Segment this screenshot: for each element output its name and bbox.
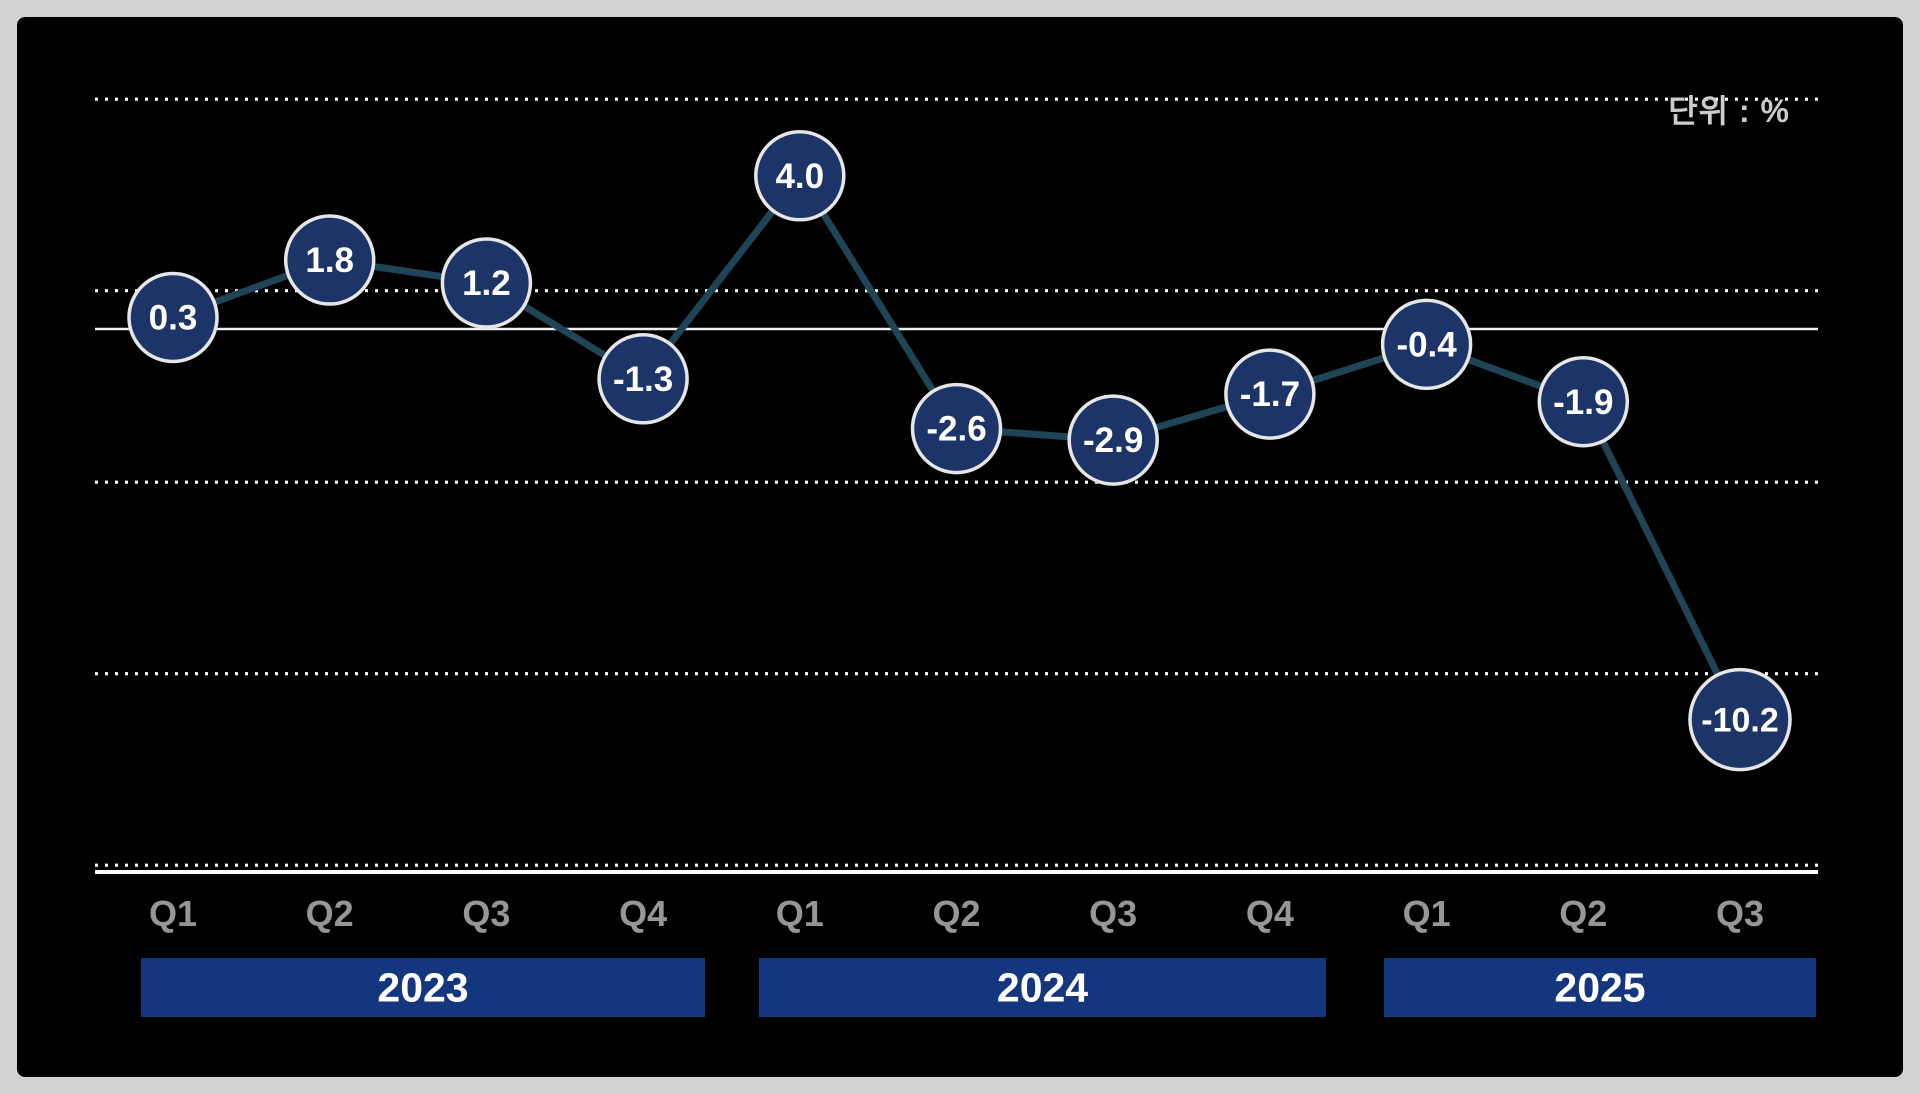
x-tick-label-7: Q4 — [1246, 893, 1294, 934]
year-band-2025 — [1384, 958, 1816, 1017]
data-point-value-label: -1.7 — [1240, 375, 1300, 414]
year-band-2024 — [759, 958, 1326, 1017]
data-point-7 — [1224, 348, 1316, 440]
x-tick-label-10: Q3 — [1716, 893, 1764, 934]
x-tick-label-9: Q2 — [1559, 893, 1607, 934]
data-point-value-label: -2.9 — [1083, 421, 1143, 460]
x-tick-label-6: Q3 — [1089, 893, 1137, 934]
data-point-value-label: -2.6 — [926, 410, 986, 449]
data-point-value-label: 4.0 — [775, 157, 824, 196]
data-point-value-label: 0.3 — [149, 299, 198, 338]
x-tick-label-2: Q3 — [462, 893, 510, 934]
x-tick-label-4: Q1 — [776, 893, 824, 934]
data-point-9 — [1537, 356, 1630, 448]
unit-label: 단위 : % — [1668, 93, 1790, 129]
data-point-10 — [1688, 667, 1792, 772]
year-label-2023: 2023 — [377, 965, 468, 1011]
data-point-value-label: -1.3 — [613, 360, 673, 399]
year-label-2025: 2025 — [1554, 965, 1645, 1011]
data-point-3 — [597, 333, 689, 425]
data-point-0 — [127, 271, 219, 364]
x-tick-label-1: Q2 — [306, 893, 354, 934]
data-point-value-label: 1.2 — [462, 264, 511, 303]
data-point-value-label: 1.8 — [305, 241, 354, 280]
x-tick-label-0: Q1 — [149, 893, 197, 934]
year-label-2024: 2024 — [997, 965, 1088, 1011]
data-point-value-label: -10.2 — [1701, 702, 1779, 740]
x-tick-label-8: Q1 — [1403, 893, 1451, 934]
year-band-2023 — [141, 958, 705, 1017]
x-tick-label-3: Q4 — [619, 893, 667, 934]
data-point-2 — [440, 237, 533, 329]
data-point-5 — [910, 382, 1003, 475]
data-point-value-label: -0.4 — [1396, 325, 1457, 364]
data-point-4 — [754, 130, 846, 222]
x-tick-label-5: Q2 — [932, 893, 980, 934]
data-point-6 — [1067, 394, 1159, 486]
data-point-8 — [1380, 298, 1473, 391]
data-point-1 — [283, 214, 376, 306]
data-point-value-label: -1.9 — [1553, 383, 1613, 422]
